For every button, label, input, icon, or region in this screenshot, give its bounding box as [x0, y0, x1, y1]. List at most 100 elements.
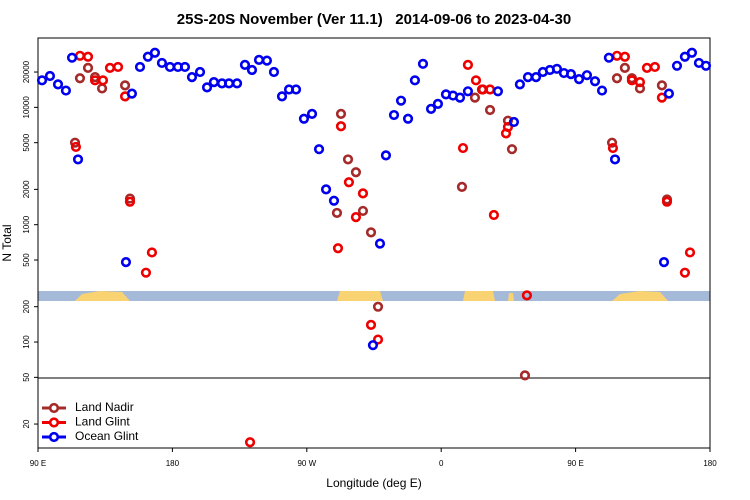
point — [164, 61, 176, 73]
legend-label: Land Glint — [75, 415, 130, 429]
y-tick-label: 20000 — [22, 60, 31, 83]
point — [290, 84, 302, 95]
point — [596, 85, 608, 96]
point — [522, 72, 534, 83]
point — [231, 78, 243, 89]
plot-frame — [37, 37, 711, 449]
point — [519, 370, 531, 381]
point — [462, 59, 474, 71]
point — [146, 247, 158, 258]
x-tick-label: 180 — [166, 459, 180, 468]
point — [298, 113, 310, 124]
point — [44, 70, 56, 82]
point — [201, 82, 213, 93]
point — [589, 76, 601, 87]
point — [671, 60, 683, 71]
point — [320, 184, 332, 195]
point — [96, 83, 108, 94]
point — [342, 154, 354, 165]
point — [365, 227, 377, 238]
point — [700, 60, 712, 71]
point — [328, 195, 340, 206]
point — [156, 57, 168, 69]
y-tick-label: 20 — [22, 419, 31, 428]
point — [74, 73, 86, 84]
legend-marker — [48, 402, 60, 414]
point — [306, 108, 318, 119]
y-tick-label: 5000 — [22, 133, 31, 151]
point — [104, 62, 116, 73]
point — [149, 47, 161, 58]
point — [521, 290, 533, 301]
x-tick-label: 90 E — [30, 459, 46, 468]
point — [679, 267, 691, 278]
x-tick-label: 90 W — [297, 459, 316, 468]
x-axis-label: Longitude (deg E) — [326, 476, 421, 490]
point — [581, 70, 593, 81]
y-tick-label: 100 — [22, 335, 31, 349]
point — [661, 196, 673, 207]
point — [343, 177, 355, 188]
point — [72, 154, 84, 165]
point — [388, 109, 400, 121]
point — [374, 238, 386, 249]
point — [126, 88, 138, 99]
point — [409, 75, 421, 86]
x-tick-label: 90 E — [567, 459, 583, 468]
y-tick-label: 10000 — [22, 96, 31, 119]
point — [603, 52, 615, 63]
point — [425, 103, 437, 115]
point — [679, 51, 691, 62]
land-strip — [337, 291, 383, 301]
point — [70, 141, 82, 153]
x-tick-label: 180 — [703, 459, 717, 468]
land-strip — [463, 291, 495, 301]
point — [432, 98, 444, 110]
point — [649, 61, 660, 73]
legend-marker — [48, 417, 60, 428]
point — [239, 59, 251, 71]
point — [82, 51, 94, 62]
point — [641, 62, 653, 73]
y-tick-label: 2000 — [22, 180, 31, 198]
point — [350, 212, 362, 223]
point — [626, 75, 637, 86]
map-strip — [38, 291, 710, 301]
point — [611, 73, 623, 84]
legend-label: Ocean Glint — [75, 429, 139, 443]
point — [372, 301, 384, 312]
point — [469, 92, 481, 103]
point — [611, 50, 623, 61]
point — [508, 116, 520, 128]
point — [573, 74, 585, 85]
point — [74, 50, 86, 61]
point — [335, 108, 347, 119]
point — [261, 55, 273, 66]
point — [634, 77, 646, 88]
point — [60, 85, 72, 96]
point — [82, 62, 94, 73]
point — [194, 66, 206, 78]
point — [112, 61, 124, 73]
point — [619, 62, 630, 73]
point — [565, 69, 577, 80]
point — [470, 75, 482, 86]
point — [530, 72, 542, 83]
point — [268, 66, 280, 78]
legend-marker — [48, 431, 60, 443]
point — [332, 243, 344, 254]
point — [502, 121, 514, 133]
land-strip — [75, 291, 130, 301]
point — [402, 113, 414, 124]
point — [69, 137, 81, 148]
point — [454, 92, 466, 103]
point — [223, 78, 235, 89]
point — [686, 47, 698, 58]
point — [476, 84, 488, 95]
point — [634, 83, 646, 94]
point — [484, 104, 496, 116]
point — [609, 154, 621, 165]
point — [365, 319, 377, 330]
legend-label: Land Nadir — [75, 400, 134, 414]
point — [656, 92, 668, 103]
